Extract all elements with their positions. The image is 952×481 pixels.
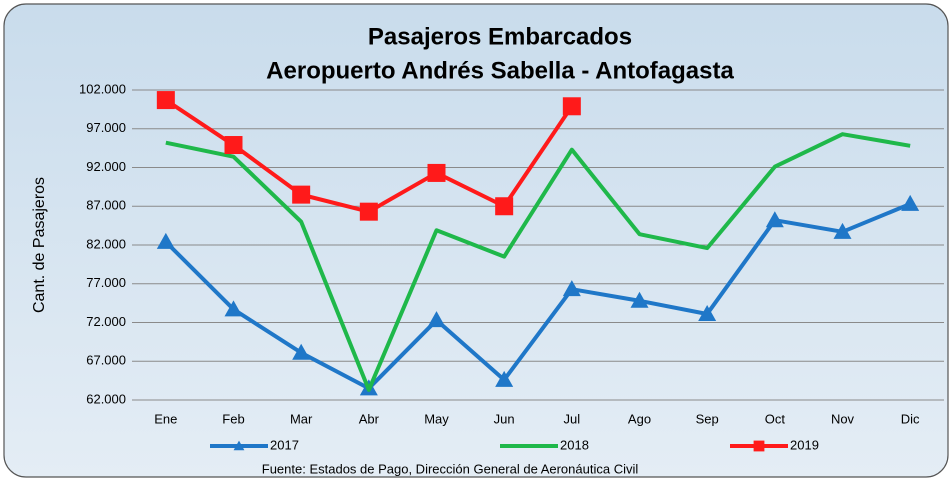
y-tick-label: 77.000 — [86, 275, 126, 290]
y-tick-label: 92.000 — [86, 159, 126, 174]
y-tick-label: 62.000 — [86, 391, 126, 406]
marker — [495, 197, 513, 215]
y-axis-label: Cant. de Pasajeros — [31, 177, 48, 313]
legend-label: 2019 — [790, 437, 819, 452]
x-tick-label: Oct — [765, 411, 786, 426]
y-tick-label: 97.000 — [86, 120, 126, 135]
chart-title: Pasajeros Embarcados — [368, 23, 632, 50]
x-tick-label: Jun — [494, 411, 515, 426]
marker — [563, 97, 581, 115]
y-tick-label: 87.000 — [86, 198, 126, 213]
x-tick-label: May — [424, 411, 449, 426]
y-tick-label: 67.000 — [86, 353, 126, 368]
y-tick-label: 72.000 — [86, 314, 126, 329]
x-tick-label: Ene — [154, 411, 177, 426]
marker — [360, 203, 378, 221]
x-tick-label: Abr — [359, 411, 380, 426]
x-tick-label: Sep — [696, 411, 719, 426]
x-tick-label: Feb — [222, 411, 244, 426]
x-tick-label: Dic — [901, 411, 920, 426]
marker — [225, 136, 243, 154]
page: {"chart_data": { "type": "line", "title"… — [0, 0, 952, 481]
marker — [292, 186, 310, 204]
y-tick-label: 102.000 — [79, 81, 126, 96]
chart: Pasajeros Embarcados Aeropuerto Andrés S… — [0, 0, 952, 481]
marker — [157, 91, 175, 109]
chart-subtitle: Aeropuerto Andrés Sabella - Antofagasta — [266, 57, 734, 84]
x-tick-label: Ago — [628, 411, 651, 426]
legend-label: 2017 — [270, 437, 299, 452]
x-tick-label: Mar — [290, 411, 313, 426]
x-tick-label: Nov — [831, 411, 855, 426]
legend-label: 2018 — [560, 437, 589, 452]
x-tick-label: Jul — [564, 411, 581, 426]
y-tick-label: 82.000 — [86, 236, 126, 251]
marker — [428, 164, 446, 182]
source-note: Fuente: Estados de Pago, Dirección Gener… — [262, 461, 639, 476]
legend-marker — [754, 441, 765, 452]
